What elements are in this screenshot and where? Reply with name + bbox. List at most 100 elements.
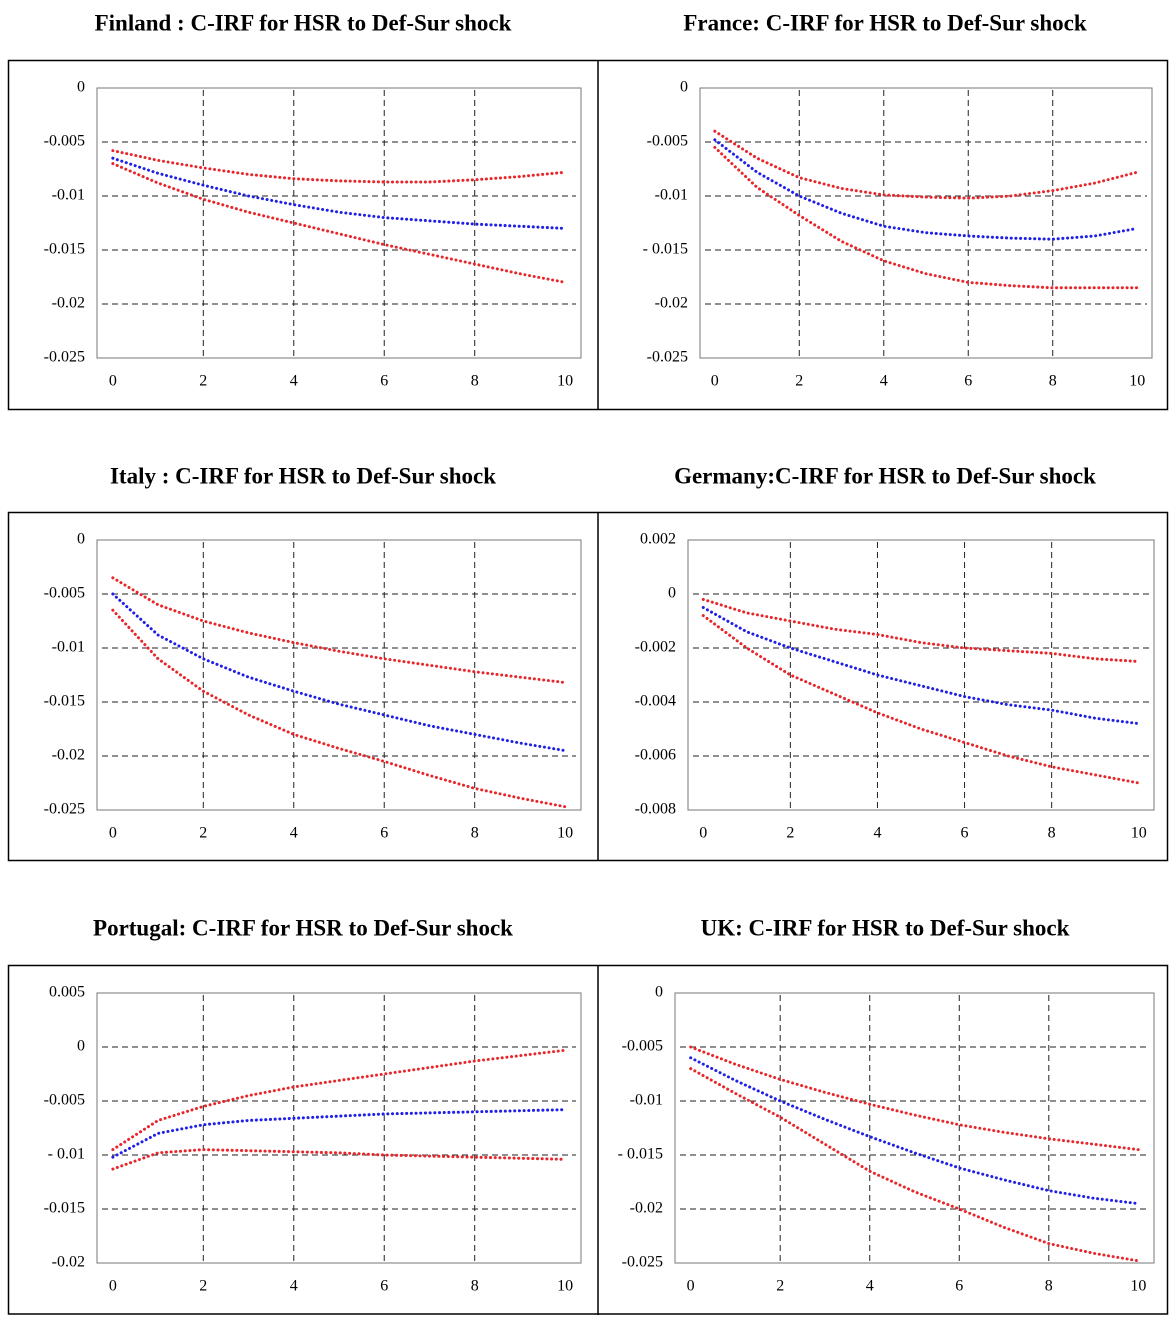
- panel: UK: C-IRF for HSR to Def-Sur shock 0 -0.00…: [618, 915, 1155, 1295]
- chart-title: Finland : C-IRF for HSR to Def-Sur shock: [95, 10, 512, 35]
- row-frame: [7, 964, 1169, 1315]
- chart-title: UK: C-IRF for HSR to Def-Sur shock: [701, 915, 1070, 940]
- plot-area: [687, 539, 1155, 811]
- y-tick-label: 0.005: [49, 984, 85, 1001]
- chart-title: Portugal: C-IRF for HSR to Def-Sur shock: [93, 915, 513, 940]
- x-tick-label: 6: [380, 825, 388, 842]
- y-tick-label: -0.004: [635, 693, 676, 710]
- x-tick-label: 6: [955, 1278, 963, 1295]
- series-line: [701, 606, 1141, 726]
- plot-area: [96, 539, 582, 811]
- y-tick-label: -0.02: [655, 295, 688, 312]
- y-tick-label: -0.015: [44, 241, 85, 258]
- series-line: [111, 608, 567, 809]
- series-line: [111, 576, 567, 685]
- chart-title: Italy : C-IRF for HSR to Def-Sur shock: [110, 463, 496, 488]
- series-line: [713, 138, 1139, 241]
- panel: Finland : C-IRF for HSR to Def-Sur shock…: [44, 10, 582, 390]
- panel: France: C-IRF for HSR to Def-Sur shock 0 -…: [643, 10, 1153, 390]
- y-tick-label: -0.02: [52, 747, 85, 764]
- plot-area: [699, 87, 1153, 359]
- x-tick-label: 8: [471, 373, 479, 390]
- y-tick-label: -0.025: [44, 349, 85, 366]
- y-tick-label: -0.006: [635, 747, 676, 764]
- x-tick-label: 10: [557, 373, 573, 390]
- chart-title: France: C-IRF for HSR to Def-Sur shock: [683, 10, 1087, 35]
- y-tick-label: -0.015: [44, 1200, 85, 1217]
- y-tick-label: -0.015: [44, 693, 85, 710]
- y-tick-label: -0.025: [622, 1254, 663, 1271]
- series-line: [111, 1048, 567, 1152]
- y-tick-label: -0.02: [52, 295, 85, 312]
- x-tick-label: 4: [290, 1278, 298, 1295]
- series-line: [689, 1045, 1140, 1152]
- x-tick-label: 8: [471, 825, 479, 842]
- x-tick-label: 4: [290, 373, 298, 390]
- row-frame: [7, 59, 1169, 411]
- y-tick-label: -0.008: [635, 801, 676, 818]
- y-tick-label: -0.01: [630, 1092, 663, 1109]
- series-line: [111, 592, 567, 753]
- x-tick-label: 2: [199, 373, 207, 390]
- x-tick-label: 6: [380, 373, 388, 390]
- y-tick-label: -0.025: [647, 349, 688, 366]
- panel: Portugal: C-IRF for HSR to Def-Sur shock…: [44, 915, 582, 1295]
- series-line: [689, 1067, 1140, 1263]
- y-tick-label: -0.01: [52, 187, 85, 204]
- series-line: [111, 149, 567, 184]
- y-tick-label: -0.01: [52, 639, 85, 656]
- x-tick-label: 8: [1045, 1278, 1053, 1295]
- y-tick-label: -0.01: [655, 187, 688, 204]
- x-tick-label: 0: [687, 1278, 695, 1295]
- y-tick-label: - 0.01: [48, 1146, 85, 1163]
- y-tick-label: -0.005: [647, 133, 688, 150]
- y-tick-label: 0: [77, 1038, 85, 1055]
- x-tick-label: 6: [961, 825, 969, 842]
- x-tick-label: 0: [109, 1278, 117, 1295]
- x-tick-label: 0: [109, 825, 117, 842]
- series-line: [713, 129, 1139, 200]
- chart-title: Germany:C-IRF for HSR to Def-Sur shock: [674, 463, 1096, 488]
- x-tick-label: 8: [1048, 825, 1056, 842]
- y-tick-label: 0: [77, 79, 85, 96]
- x-tick-label: 0: [699, 825, 707, 842]
- x-tick-label: 10: [557, 1278, 573, 1295]
- y-tick-label: - 0.015: [643, 241, 688, 258]
- y-tick-label: -0.005: [622, 1038, 663, 1055]
- x-tick-label: 4: [866, 1278, 874, 1295]
- x-tick-label: 8: [1049, 373, 1057, 390]
- series-line: [111, 1108, 567, 1159]
- y-tick-label: -0.02: [630, 1200, 663, 1217]
- y-tick-label: -0.02: [52, 1254, 85, 1271]
- x-tick-label: 10: [1130, 1278, 1146, 1295]
- panel: Italy : C-IRF for HSR to Def-Sur shock 0 -…: [44, 463, 582, 842]
- x-tick-label: 6: [964, 373, 972, 390]
- y-tick-label: -0.002: [635, 639, 676, 656]
- series-line: [689, 1056, 1140, 1206]
- x-tick-label: 4: [290, 825, 298, 842]
- series-line: [713, 145, 1139, 290]
- y-tick-label: 0.002: [640, 531, 676, 548]
- y-tick-label: 0: [668, 585, 676, 602]
- y-tick-label: -0.005: [44, 585, 85, 602]
- y-tick-label: -0.005: [44, 133, 85, 150]
- series-line: [701, 597, 1141, 663]
- x-tick-label: 10: [1129, 373, 1145, 390]
- x-tick-label: 4: [880, 373, 888, 390]
- x-tick-label: 2: [199, 825, 207, 842]
- panel: Germany:C-IRF for HSR to Def-Sur shock 0.…: [635, 463, 1155, 842]
- y-tick-label: 0: [77, 531, 85, 548]
- x-tick-label: 8: [471, 1278, 479, 1295]
- x-tick-label: 4: [873, 825, 881, 842]
- x-tick-label: 6: [380, 1278, 388, 1295]
- y-tick-label: -0.025: [44, 801, 85, 818]
- y-tick-label: 0: [680, 79, 688, 96]
- x-tick-label: 0: [711, 373, 719, 390]
- x-tick-label: 2: [786, 825, 794, 842]
- x-tick-label: 10: [1131, 825, 1147, 842]
- plot-area: [96, 992, 582, 1264]
- y-tick-label: - 0.015: [618, 1146, 663, 1163]
- series-line: [701, 614, 1141, 785]
